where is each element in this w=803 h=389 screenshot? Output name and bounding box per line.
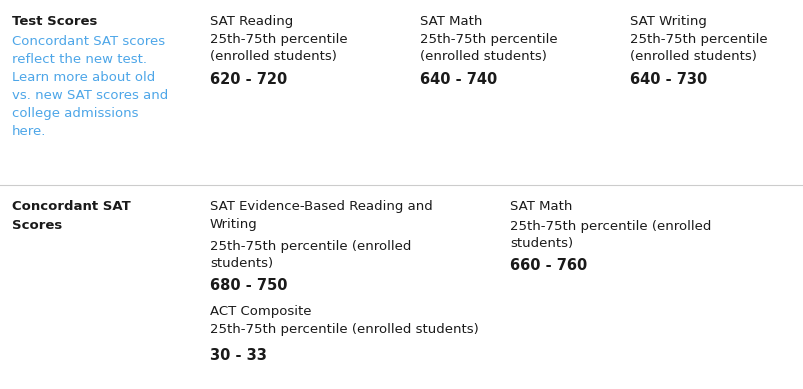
Text: reflect the new test.: reflect the new test. [12,53,147,66]
Text: 660 - 760: 660 - 760 [509,258,586,273]
Text: 640 - 730: 640 - 730 [630,72,707,87]
Text: SAT Math: SAT Math [509,200,572,213]
Text: SAT Writing: SAT Writing [630,15,706,28]
Text: Concordant SAT scores: Concordant SAT scores [12,35,165,48]
Text: vs. new SAT scores and: vs. new SAT scores and [12,89,168,102]
Text: here.: here. [12,125,47,138]
Text: 25th-75th percentile: 25th-75th percentile [419,33,557,46]
Text: college admissions: college admissions [12,107,138,120]
Text: 680 - 750: 680 - 750 [210,278,287,293]
Text: 30 - 33: 30 - 33 [210,348,267,363]
Text: 620 - 720: 620 - 720 [210,72,287,87]
Text: students): students) [509,237,573,250]
Text: SAT Reading: SAT Reading [210,15,293,28]
Text: 25th-75th percentile (enrolled students): 25th-75th percentile (enrolled students) [210,323,478,336]
Text: Learn more about old: Learn more about old [12,71,155,84]
Text: (enrolled students): (enrolled students) [419,50,546,63]
Text: Writing: Writing [210,218,258,231]
Text: 25th-75th percentile: 25th-75th percentile [630,33,767,46]
Text: 25th-75th percentile (enrolled: 25th-75th percentile (enrolled [509,220,711,233]
Text: SAT Math: SAT Math [419,15,482,28]
Text: (enrolled students): (enrolled students) [210,50,336,63]
Text: 25th-75th percentile (enrolled: 25th-75th percentile (enrolled [210,240,411,253]
Text: Concordant SAT: Concordant SAT [12,200,131,213]
Text: SAT Evidence-Based Reading and: SAT Evidence-Based Reading and [210,200,432,213]
Text: 640 - 740: 640 - 740 [419,72,496,87]
Text: 25th-75th percentile: 25th-75th percentile [210,33,347,46]
Text: Scores: Scores [12,219,62,232]
Text: ACT Composite: ACT Composite [210,305,311,318]
Text: Test Scores: Test Scores [12,15,97,28]
Text: students): students) [210,257,273,270]
Text: (enrolled students): (enrolled students) [630,50,756,63]
